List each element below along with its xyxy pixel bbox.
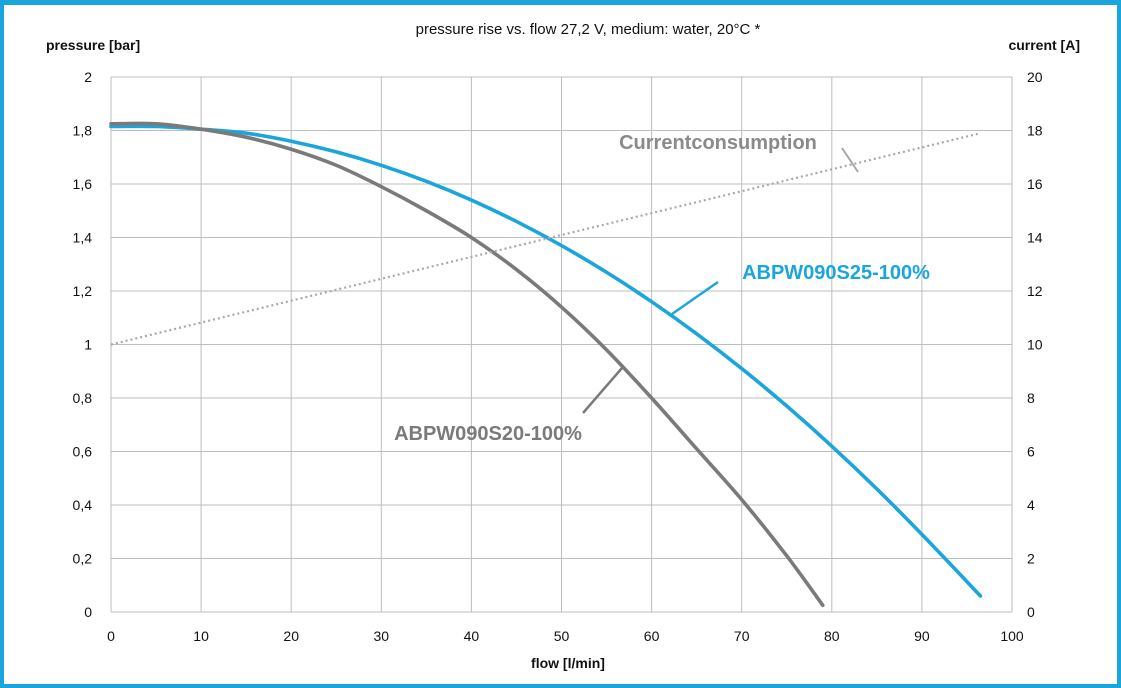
x-tick-label: 50 bbox=[554, 628, 570, 644]
grid bbox=[110, 76, 1013, 613]
y-tick-labels: 0 0,2 0,4 0,6 0,8 1 1,2 1,4 1,6 1,8 2 bbox=[73, 69, 93, 620]
y-tick-label: 1,4 bbox=[73, 230, 93, 246]
y2-tick-labels: 0 2 4 6 8 10 12 14 16 18 20 bbox=[1027, 69, 1043, 620]
y2-tick-label: 4 bbox=[1027, 497, 1035, 513]
y2-tick-label: 16 bbox=[1027, 176, 1043, 192]
annotation-leaders bbox=[582, 147, 859, 414]
x-tick-label: 80 bbox=[824, 628, 840, 644]
leader-currentconsumption bbox=[841, 147, 859, 173]
y-tick-label: 0,4 bbox=[73, 497, 93, 513]
y2-tick-label: 6 bbox=[1027, 444, 1035, 460]
y-tick-label: 2 bbox=[84, 69, 92, 85]
series-layer bbox=[109, 121, 983, 608]
y2-tick-label: 18 bbox=[1027, 123, 1043, 139]
y2-tick-label: 0 bbox=[1027, 604, 1035, 620]
series-line-abpw090s20-100- bbox=[109, 121, 825, 608]
x-tick-label: 100 bbox=[1000, 628, 1024, 644]
y-tick-label: 0 bbox=[84, 604, 92, 620]
y2-tick-label: 12 bbox=[1027, 283, 1043, 299]
chart-title: pressure rise vs. flow 27,2 V, medium: w… bbox=[416, 21, 761, 38]
y-tick-label: 0,6 bbox=[73, 444, 93, 460]
y-tick-label: 0,8 bbox=[73, 390, 93, 406]
series-line-currentconsumption bbox=[110, 132, 981, 346]
y-axis-title: pressure [bar] bbox=[46, 37, 140, 53]
y2-tick-label: 14 bbox=[1027, 230, 1043, 246]
y-tick-label: 0,2 bbox=[73, 551, 93, 567]
x-tick-label: 60 bbox=[644, 628, 660, 644]
leader-abpw090s20 bbox=[582, 367, 623, 414]
x-tick-label: 30 bbox=[374, 628, 390, 644]
y2-tick-label: 2 bbox=[1027, 551, 1035, 567]
y2-axis-title: current [A] bbox=[1008, 37, 1080, 53]
y2-tick-label: 20 bbox=[1027, 69, 1043, 85]
y2-tick-label: 10 bbox=[1027, 337, 1043, 353]
annotation-abpw090s25: ABPW090S25-100% bbox=[742, 262, 930, 284]
leader-abpw090s25 bbox=[671, 280, 719, 316]
x-tick-label: 0 bbox=[107, 628, 115, 644]
x-axis-title: flow [l/min] bbox=[531, 655, 605, 671]
x-tick-label: 20 bbox=[283, 628, 299, 644]
annotation-currentconsumption: Currentconsumption bbox=[619, 132, 817, 154]
x-tick-label: 40 bbox=[464, 628, 480, 644]
annotation-abpw090s20: ABPW090S20-100% bbox=[394, 423, 582, 445]
y-tick-label: 1,2 bbox=[73, 283, 93, 299]
y-tick-label: 1,8 bbox=[73, 123, 93, 139]
series-line-abpw090s25-100- bbox=[109, 124, 983, 598]
x-tick-label: 70 bbox=[734, 628, 750, 644]
x-tick-label: 10 bbox=[193, 628, 209, 644]
y2-tick-label: 8 bbox=[1027, 390, 1035, 406]
x-tick-labels: 0 10 20 30 40 50 60 70 80 90 100 bbox=[107, 628, 1024, 644]
y-tick-label: 1 bbox=[84, 337, 92, 353]
y-tick-label: 1,6 bbox=[73, 176, 93, 192]
x-tick-label: 90 bbox=[914, 628, 930, 644]
